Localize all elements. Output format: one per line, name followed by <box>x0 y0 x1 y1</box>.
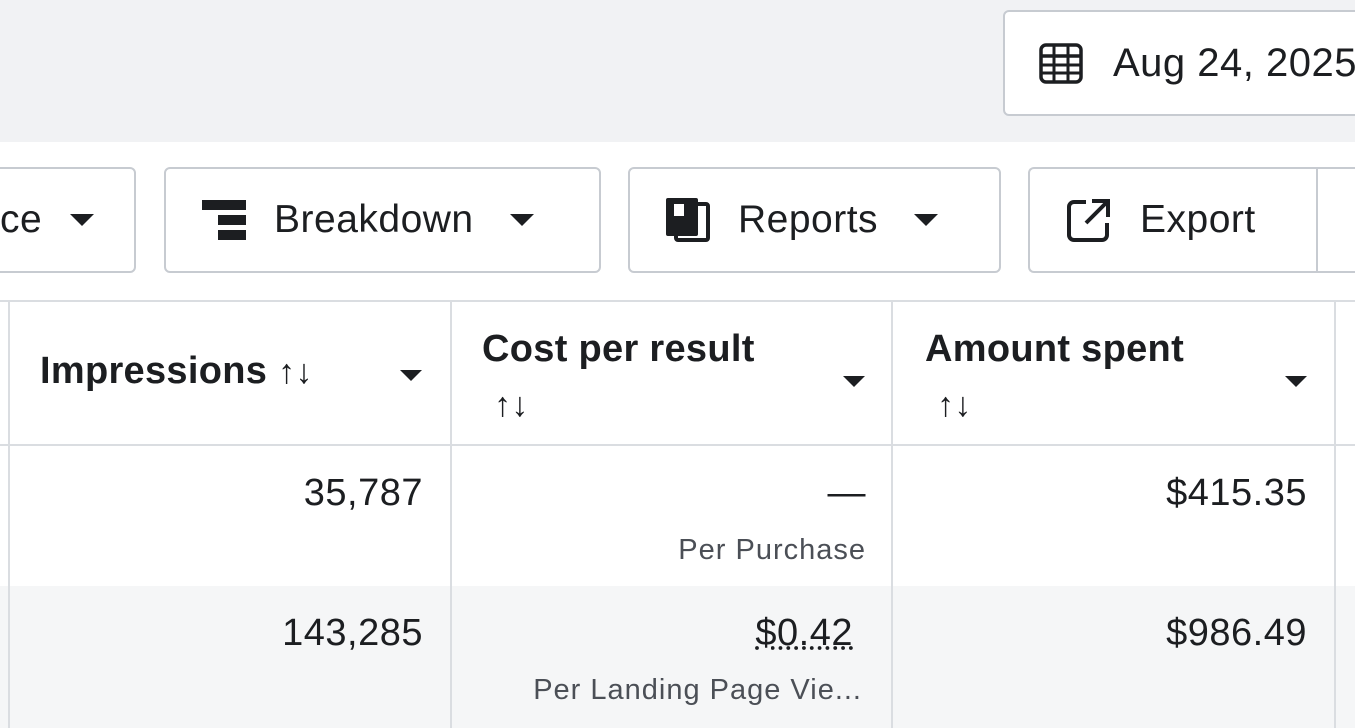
breakdown-button[interactable]: Breakdown <box>164 167 601 273</box>
impressions-cell: 35,787 <box>303 472 423 514</box>
performance-dropdown-button[interactable]: ce <box>0 167 136 273</box>
date-range-label: Aug 24, 2025 <box>1113 40 1355 85</box>
toolbar: ce Breakdown Reports <box>0 142 1355 300</box>
chevron-down-icon[interactable] <box>843 376 865 387</box>
cost-per-result-cell[interactable]: $0.42 <box>755 612 853 654</box>
export-button[interactable]: Export <box>1028 167 1318 273</box>
breakdown-icon <box>202 198 246 242</box>
calendar-icon <box>1037 39 1085 87</box>
chevron-down-icon[interactable] <box>1285 376 1307 387</box>
sort-icon[interactable]: ↑↓ <box>494 386 529 424</box>
reports-label: Reports <box>738 198 879 241</box>
table-header-row <box>0 300 1355 446</box>
export-label: Export <box>1140 198 1256 241</box>
column-divider <box>891 300 893 728</box>
table-row[interactable] <box>0 586 1355 728</box>
amount-spent-cell: $986.49 <box>1166 612 1307 654</box>
sort-icon[interactable]: ↑↓ <box>278 353 313 391</box>
cost-per-result-cell: — <box>827 472 866 514</box>
date-range-picker[interactable]: Aug 24, 2025 <box>1003 10 1355 116</box>
performance-dropdown-label: ce <box>0 198 43 241</box>
column-header-cost-per-result[interactable]: Cost per result ↑↓ <box>452 300 891 444</box>
column-header-impressions[interactable]: Impressions ↑↓ <box>10 300 450 444</box>
chevron-down-icon <box>70 214 95 226</box>
column-header-label: Amount spent <box>925 328 1185 370</box>
impressions-cell: 143,285 <box>282 612 423 654</box>
result-type-label: Per Purchase <box>678 534 866 566</box>
column-header-label: Impressions <box>40 350 268 392</box>
column-divider <box>450 300 452 728</box>
breakdown-label: Breakdown <box>274 198 474 241</box>
column-header-label: Cost per result <box>482 328 755 370</box>
chevron-down-icon[interactable] <box>400 370 422 381</box>
amount-spent-cell: $415.35 <box>1166 472 1307 514</box>
table-row[interactable] <box>0 446 1355 586</box>
data-table: Impressions ↑↓ Cost per result ↑↓ Amount… <box>0 300 1355 728</box>
column-header-amount-spent[interactable]: Amount spent ↑↓ <box>893 300 1334 444</box>
export-options-button[interactable] <box>1316 167 1355 273</box>
export-icon <box>1066 197 1112 243</box>
column-divider <box>8 300 10 728</box>
sort-icon[interactable]: ↑↓ <box>937 386 972 424</box>
result-type-label: Per Landing Page Vie... <box>533 674 862 706</box>
reports-button[interactable]: Reports <box>628 167 1001 273</box>
top-bar: Aug 24, 2025 <box>0 0 1355 142</box>
chevron-down-icon <box>914 214 939 226</box>
reports-icon <box>664 196 712 244</box>
column-divider <box>1334 300 1336 728</box>
chevron-down-icon <box>509 214 534 226</box>
